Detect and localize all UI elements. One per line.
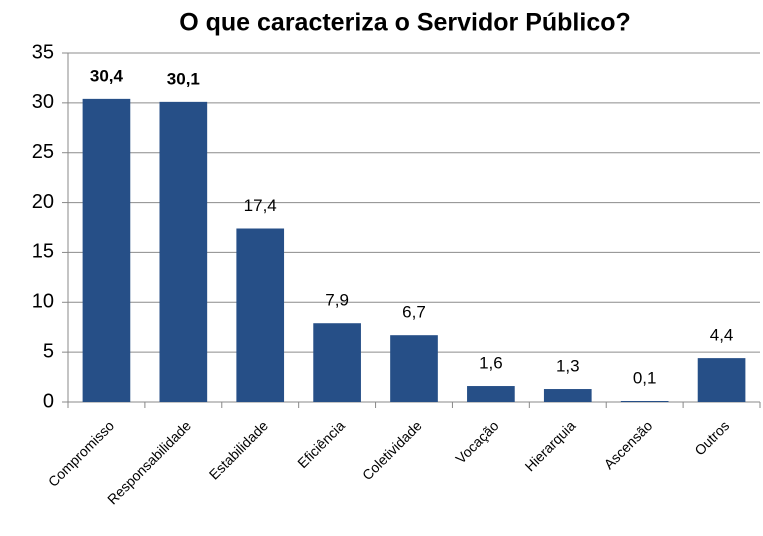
value-label: 0,1 <box>633 368 657 387</box>
y-tick-label: 10 <box>32 291 54 313</box>
bar <box>697 358 746 402</box>
value-label: 17,4 <box>244 196 277 215</box>
x-tick-label: Hierarquia <box>522 417 579 474</box>
y-tick-label: 20 <box>32 191 54 213</box>
chart-title: O que caracteriza o Servidor Público? <box>179 9 631 37</box>
bar <box>390 335 438 402</box>
x-tick-label: Eficiência <box>294 417 348 471</box>
value-label: 4,4 <box>710 326 734 345</box>
x-tick-label: Estabilidade <box>206 417 271 482</box>
bar <box>467 386 515 402</box>
y-tick-label: 30 <box>32 91 54 113</box>
value-label: 6,7 <box>402 303 426 322</box>
x-tick-label: Responsabilidade <box>104 417 194 507</box>
x-tick-label: Ascensão <box>601 417 656 472</box>
y-tick-label: 25 <box>32 141 54 163</box>
x-tick-label: Compromisso <box>45 417 118 490</box>
bar <box>620 401 669 402</box>
y-tick-label: 0 <box>43 390 54 412</box>
value-label: 30,4 <box>90 66 124 85</box>
bar <box>543 389 592 402</box>
y-tick-label: 5 <box>43 340 54 362</box>
x-tick-label: Vocação <box>452 417 501 466</box>
y-tick-label: 15 <box>32 241 54 263</box>
x-tick-label: Coletividade <box>359 417 425 483</box>
value-label: 1,6 <box>479 354 503 373</box>
bar <box>159 101 208 403</box>
value-label: 7,9 <box>325 291 349 310</box>
bar <box>82 98 131 403</box>
y-tick-label: 35 <box>32 41 54 63</box>
value-label: 1,3 <box>556 357 580 376</box>
bar <box>236 228 285 402</box>
value-label: 30,1 <box>167 69 200 88</box>
bar <box>313 323 361 402</box>
x-tick-label: Outros <box>691 417 732 458</box>
